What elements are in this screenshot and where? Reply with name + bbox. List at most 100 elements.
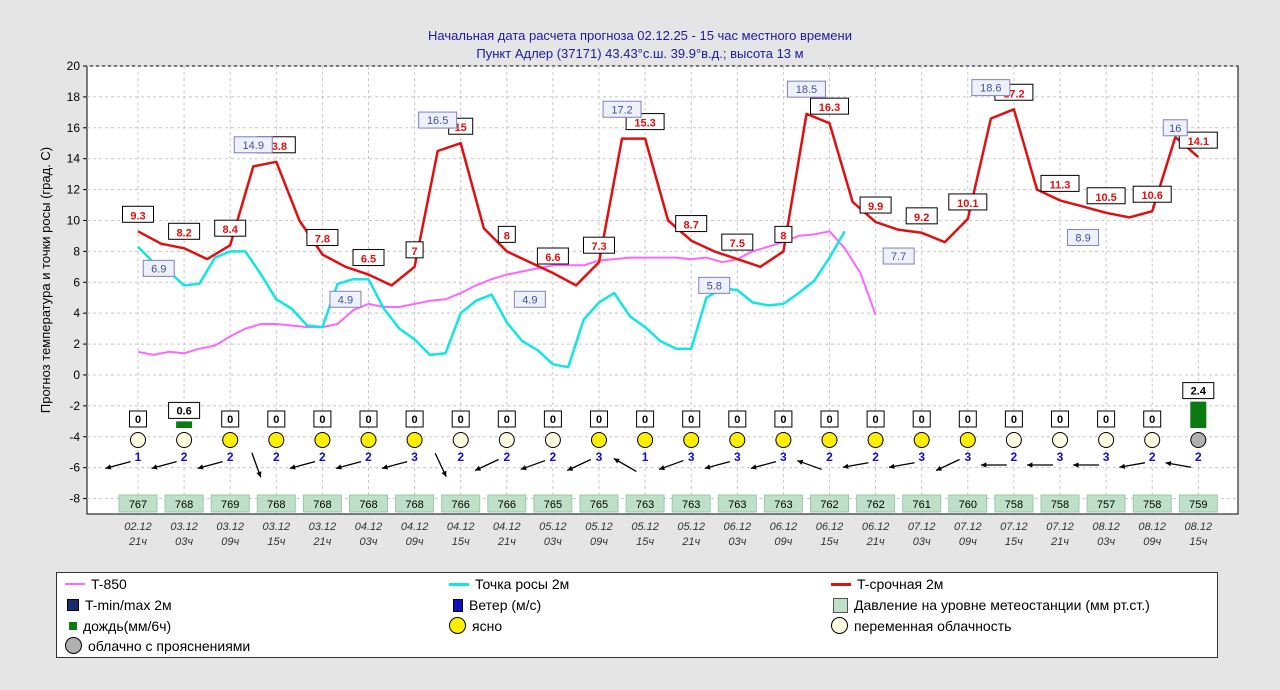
wind-arrowhead-icon bbox=[936, 465, 942, 471]
minmax-label: 16 bbox=[1169, 123, 1181, 135]
x-tick-date: 08.12 bbox=[1138, 521, 1166, 533]
sky-icon bbox=[821, 432, 838, 448]
wind-speed: 3 bbox=[734, 450, 741, 464]
x-tick-date: 04.12 bbox=[355, 521, 383, 533]
legend-label-wind: Ветер (м/с) bbox=[469, 597, 542, 613]
sky-icon bbox=[1190, 432, 1207, 448]
precip-label-box bbox=[1143, 410, 1162, 428]
legend-swatch-rain bbox=[69, 622, 77, 630]
wind-arrowhead-icon bbox=[105, 464, 112, 470]
minmax-label-box bbox=[513, 290, 546, 308]
precip-label: 0 bbox=[734, 414, 740, 426]
precip-label: 0 bbox=[550, 414, 556, 426]
pressure-label: 763 bbox=[728, 499, 746, 511]
minmax-label-box bbox=[602, 100, 642, 118]
wind-speed: 2 bbox=[1195, 450, 1202, 464]
precip-label: 0 bbox=[504, 414, 510, 426]
temp-label: 9.9 bbox=[868, 201, 883, 213]
sky-icon bbox=[637, 432, 654, 448]
wind-arrowhead-icon bbox=[1119, 463, 1126, 469]
precip-label-box bbox=[129, 410, 147, 428]
temp-label: 16.3 bbox=[819, 102, 840, 114]
minmax-label: 5.8 bbox=[707, 280, 722, 292]
x-tick-hour: 03ч bbox=[913, 536, 931, 548]
precip-label: 0 bbox=[780, 414, 786, 426]
temp-label: 6.5 bbox=[361, 254, 376, 266]
wind-arrowhead-icon bbox=[1027, 462, 1033, 468]
wind-arrowhead-icon bbox=[382, 464, 388, 470]
rain-bar bbox=[1190, 401, 1207, 428]
x-tick-date: 06.12 bbox=[816, 521, 844, 533]
temp-label-box bbox=[859, 196, 892, 214]
legend-label-tcur: T-срочная 2м bbox=[857, 576, 944, 592]
legend-label-cloudy: облачно с прояснениями bbox=[88, 637, 251, 654]
y-tick-label: 14 bbox=[67, 152, 81, 166]
wind-speed: 3 bbox=[918, 450, 925, 464]
x-tick-date: 03.12 bbox=[216, 521, 244, 533]
minmax-label: 18.5 bbox=[796, 84, 817, 96]
precip-label-box bbox=[820, 410, 839, 428]
pressure-label: 765 bbox=[544, 499, 562, 511]
temp-label: 8.4 bbox=[223, 224, 239, 236]
precip-label-box bbox=[958, 410, 977, 428]
pressure-box bbox=[302, 494, 342, 513]
x-tick-date: 04.12 bbox=[447, 521, 475, 533]
x-tick-date: 03.12 bbox=[170, 521, 198, 533]
x-tick-hour: 15ч bbox=[267, 536, 285, 548]
precip-label: 0 bbox=[873, 414, 879, 426]
precip-label-box bbox=[866, 410, 885, 428]
pressure-label: 767 bbox=[129, 499, 147, 511]
minmax-label-box bbox=[882, 247, 915, 265]
precip-label: 0 bbox=[919, 414, 925, 426]
precip-label: 0 bbox=[135, 414, 141, 426]
pressure-label: 758 bbox=[1051, 499, 1069, 511]
wind-arrowhead-icon bbox=[797, 459, 804, 465]
y-tick-label: 0 bbox=[73, 368, 80, 382]
minmax-label: 6.9 bbox=[151, 263, 166, 275]
precip-label-box bbox=[682, 410, 701, 428]
x-tick-hour: 21ч bbox=[128, 536, 147, 548]
precip-label-box bbox=[636, 410, 655, 428]
x-tick-hour: 15ч bbox=[1189, 536, 1207, 548]
wind-arrowhead-icon bbox=[1165, 461, 1172, 467]
sky-icon bbox=[314, 432, 331, 448]
x-tick-date: 04.12 bbox=[401, 521, 429, 533]
precip-label-box bbox=[168, 401, 201, 419]
sky-icon bbox=[683, 432, 700, 448]
pressure-box bbox=[856, 494, 896, 513]
temp-label-box bbox=[948, 193, 988, 211]
legend-item-variable: переменная облачность bbox=[831, 617, 1011, 634]
minmax-label-box bbox=[233, 136, 273, 154]
wind-speed: 3 bbox=[688, 450, 695, 464]
x-tick-hour: 15ч bbox=[821, 536, 839, 548]
temp-label-box bbox=[1040, 174, 1080, 192]
minmax-label-box bbox=[1162, 119, 1188, 137]
temp-label: 6.6 bbox=[545, 252, 560, 264]
x-tick-date: 05.12 bbox=[585, 521, 613, 533]
minmax-label-box bbox=[142, 259, 175, 277]
y-tick-label: -6 bbox=[69, 461, 80, 475]
wind-arrowhead-icon bbox=[750, 464, 757, 470]
minmax-label-box bbox=[329, 290, 362, 308]
minmax-label-box bbox=[1067, 228, 1100, 246]
temp-label-box bbox=[405, 241, 424, 259]
wind-speed: 2 bbox=[273, 450, 280, 464]
temp-label: 8.7 bbox=[684, 220, 699, 232]
pressure-box bbox=[579, 494, 619, 513]
pressure-box bbox=[948, 494, 988, 513]
wind-arrowhead-icon bbox=[256, 471, 262, 478]
legend-label-t850: T-850 bbox=[91, 576, 127, 592]
precip-label-box bbox=[1051, 410, 1069, 428]
y-tick-label: 10 bbox=[67, 213, 81, 227]
wind-arrowhead-icon bbox=[980, 462, 987, 468]
rain-bar bbox=[176, 421, 193, 428]
temp-label-box bbox=[122, 205, 154, 223]
sky-icon bbox=[360, 432, 377, 448]
pressure-label: 768 bbox=[405, 499, 423, 511]
wind-speed: 2 bbox=[319, 450, 326, 464]
precip-label: 0 bbox=[412, 414, 418, 426]
x-tick-date: 06.12 bbox=[770, 521, 798, 533]
minmax-label: 7.7 bbox=[891, 251, 906, 263]
pressure-label: 763 bbox=[636, 499, 654, 511]
legend-swatch-pressure bbox=[833, 597, 848, 613]
